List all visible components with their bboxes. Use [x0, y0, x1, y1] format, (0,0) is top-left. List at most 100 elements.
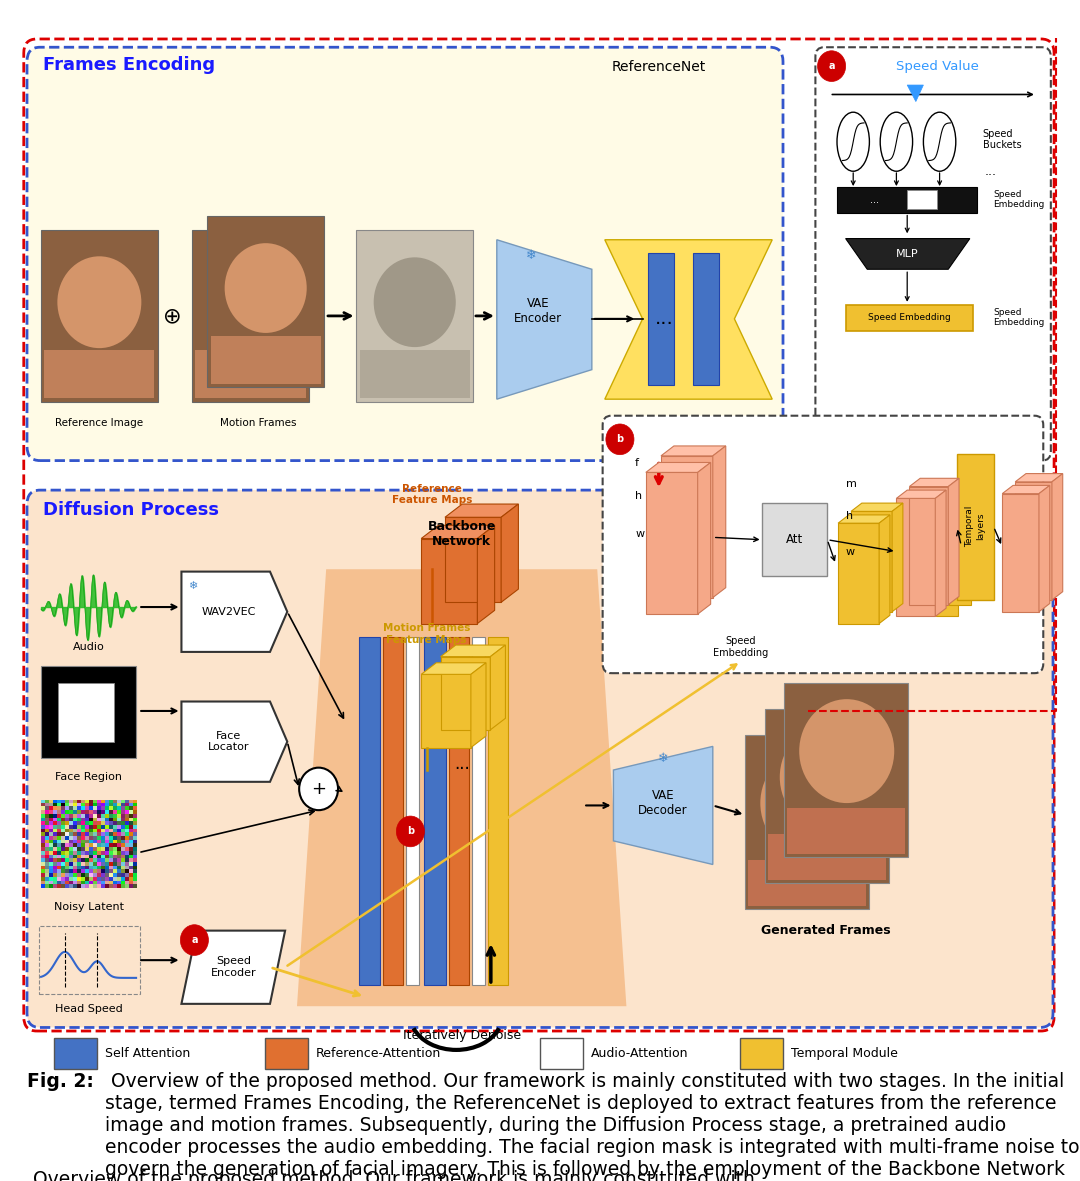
Text: ❄: ❄: [188, 581, 197, 590]
Bar: [765, 709, 889, 883]
Text: Diffusion Process: Diffusion Process: [43, 501, 219, 520]
FancyBboxPatch shape: [27, 490, 1053, 1027]
Polygon shape: [441, 645, 505, 657]
Bar: [648, 253, 674, 385]
Polygon shape: [1002, 485, 1050, 494]
Text: MLP: MLP: [896, 249, 918, 259]
Bar: [472, 637, 485, 985]
Polygon shape: [907, 85, 923, 102]
Bar: [896, 498, 935, 616]
Circle shape: [396, 816, 424, 847]
Polygon shape: [360, 350, 470, 398]
Bar: [1002, 494, 1039, 612]
Text: h: h: [635, 491, 643, 501]
Text: Noisy Latent: Noisy Latent: [54, 902, 123, 912]
Text: ⊕: ⊕: [163, 306, 183, 326]
Text: ReferenceNet: ReferenceNet: [611, 60, 706, 74]
Bar: [851, 511, 892, 612]
Bar: [424, 637, 446, 985]
Text: ...: ...: [654, 309, 674, 328]
Text: Backbone
Network: Backbone Network: [428, 520, 496, 548]
Text: Motion Frames
Feature Maps: Motion Frames Feature Maps: [383, 624, 470, 645]
Polygon shape: [646, 463, 711, 472]
Bar: [265, 1038, 308, 1069]
Bar: [441, 657, 490, 730]
Bar: [907, 190, 937, 209]
Bar: [661, 456, 713, 598]
Circle shape: [57, 256, 141, 348]
Polygon shape: [713, 446, 726, 598]
Polygon shape: [838, 515, 890, 523]
Text: WAV2VEC: WAV2VEC: [202, 607, 256, 616]
Text: Motion Frames: Motion Frames: [220, 418, 296, 428]
Bar: [54, 1038, 97, 1069]
Text: Speed Embedding: Speed Embedding: [868, 313, 950, 322]
Text: Audio-Attention: Audio-Attention: [591, 1046, 688, 1061]
Polygon shape: [846, 239, 970, 269]
Polygon shape: [445, 504, 518, 517]
Bar: [41, 666, 136, 758]
Text: Speed
Encoder: Speed Encoder: [211, 957, 256, 978]
Bar: [784, 683, 908, 857]
Text: ❄: ❄: [526, 248, 537, 262]
Bar: [745, 735, 869, 909]
Polygon shape: [605, 240, 772, 399]
Bar: [540, 1038, 583, 1069]
Polygon shape: [851, 503, 903, 511]
Text: Temporal Module: Temporal Module: [791, 1046, 897, 1061]
Bar: [846, 305, 973, 331]
Circle shape: [225, 243, 307, 333]
Text: Fig. 2:: Fig. 2:: [27, 1072, 94, 1091]
Bar: [421, 674, 471, 748]
Text: Head Speed: Head Speed: [55, 1004, 122, 1013]
Bar: [421, 539, 477, 624]
Polygon shape: [909, 478, 959, 487]
Text: Speed
Buckets: Speed Buckets: [983, 129, 1022, 150]
Text: ...: ...: [985, 164, 997, 178]
Polygon shape: [1052, 474, 1063, 600]
Circle shape: [180, 925, 208, 955]
Polygon shape: [1039, 485, 1050, 612]
Text: w: w: [635, 529, 644, 539]
Circle shape: [760, 751, 855, 855]
Polygon shape: [613, 746, 713, 864]
Polygon shape: [892, 503, 903, 612]
Text: Reference Image: Reference Image: [55, 418, 144, 428]
Bar: [762, 503, 827, 576]
Polygon shape: [698, 463, 711, 614]
Polygon shape: [195, 350, 306, 398]
Polygon shape: [787, 808, 905, 854]
Text: Temporal
layers: Temporal layers: [966, 505, 985, 548]
Bar: [207, 216, 324, 387]
Polygon shape: [477, 526, 495, 624]
Text: +: +: [311, 779, 326, 798]
Text: ...: ...: [870, 195, 879, 204]
Polygon shape: [471, 663, 486, 748]
Bar: [838, 523, 879, 624]
Text: Reference
Feature Maps: Reference Feature Maps: [392, 484, 472, 505]
Text: Self Attention: Self Attention: [105, 1046, 190, 1061]
FancyBboxPatch shape: [27, 47, 783, 461]
Bar: [837, 187, 977, 213]
Bar: [39, 926, 140, 994]
Text: Speed
Embedding: Speed Embedding: [994, 308, 1045, 327]
Polygon shape: [181, 702, 287, 782]
Polygon shape: [935, 490, 946, 616]
Text: Overview of the proposed method. Our framework is mainly constituted with: Overview of the proposed method. Our fra…: [27, 1170, 755, 1181]
Text: h: h: [846, 511, 853, 521]
Polygon shape: [490, 645, 505, 730]
Text: Speed
Embedding: Speed Embedding: [994, 190, 1045, 209]
Text: VAE
Decoder: VAE Decoder: [638, 789, 688, 817]
Text: Iteratively Denoise: Iteratively Denoise: [403, 1029, 521, 1043]
Bar: [58, 683, 114, 742]
Circle shape: [210, 257, 292, 347]
Text: f: f: [635, 458, 639, 468]
Polygon shape: [297, 569, 626, 1006]
Bar: [359, 637, 380, 985]
Text: VAE
Encoder: VAE Encoder: [514, 296, 562, 325]
Bar: [740, 1038, 783, 1069]
Bar: [192, 230, 309, 402]
Circle shape: [780, 725, 875, 829]
Bar: [445, 517, 501, 602]
Circle shape: [606, 424, 634, 455]
